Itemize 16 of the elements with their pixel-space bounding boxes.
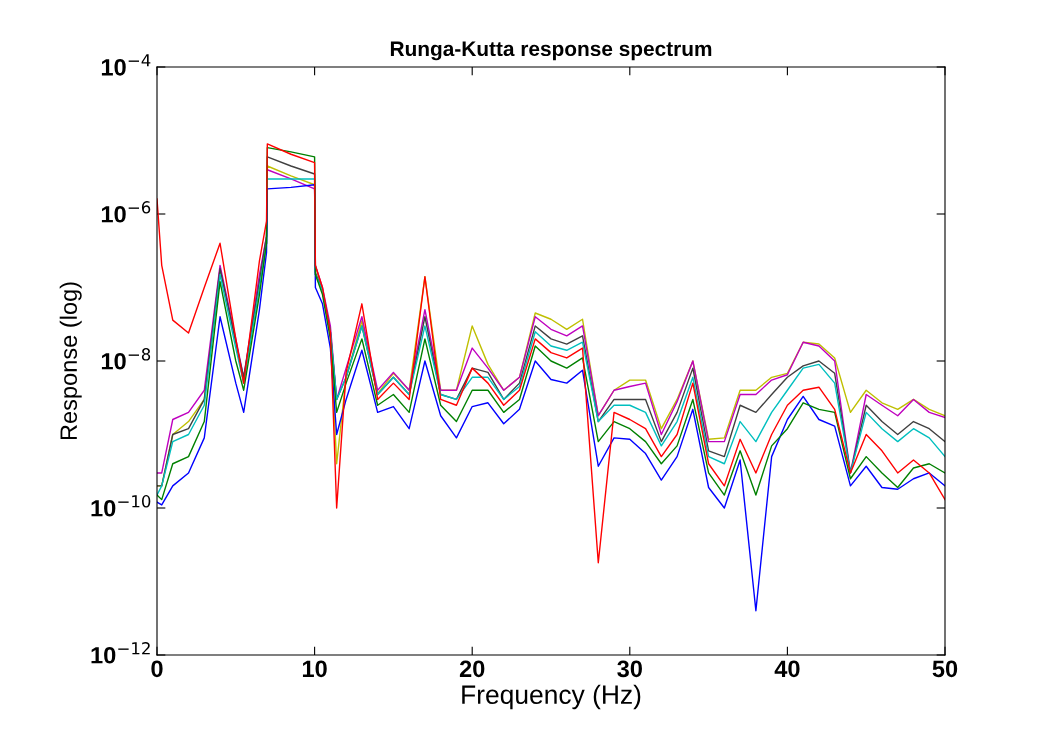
y-tick-label: 10$^{−6}$: [101, 201, 151, 223]
y-tick-label: 10$^{−12}$: [91, 642, 150, 664]
y-tick-label: 10$^{−4}$: [101, 54, 151, 76]
y-tick-label: 10$^{−10}$: [91, 495, 151, 517]
y-tick-label: 10$^{−8}$: [101, 348, 151, 370]
chart-title: Runga-Kutta response spectrum: [390, 41, 712, 61]
x-tick-label: 50: [932, 660, 958, 678]
x-tick-label: 30: [617, 660, 642, 678]
line-series: [157, 143, 945, 564]
x-tick-label: 40: [774, 660, 800, 678]
line-series: [157, 184, 945, 612]
x-tick-label: 20: [459, 660, 485, 678]
x-tick-label: 10: [302, 660, 327, 678]
x-axis-title: Frequency (Hz): [462, 684, 641, 710]
x-tick-label: 0: [151, 660, 163, 678]
y-axis-title: Response (log): [59, 282, 82, 440]
